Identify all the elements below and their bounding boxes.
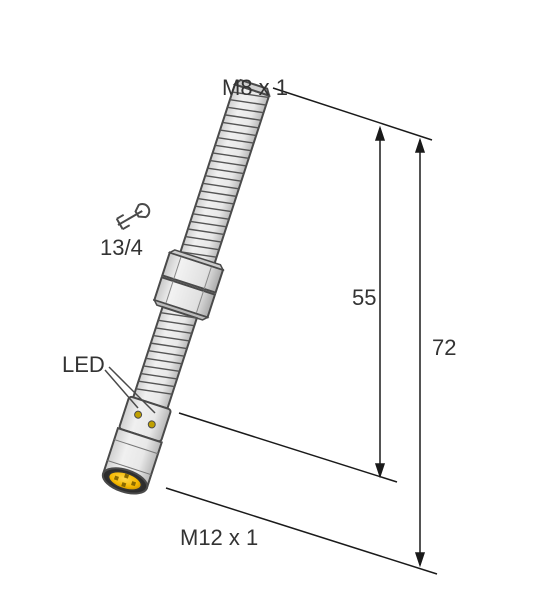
connector-label: M12 x 1 [180, 525, 258, 551]
dimension-lines [166, 88, 437, 574]
thread-top-label: M8 x 1 [222, 75, 288, 101]
wrench-icon [115, 201, 152, 231]
dim-72: 72 [432, 335, 456, 361]
led-label: LED [62, 352, 105, 378]
wrench-label: 13/4 [100, 235, 143, 261]
threaded-section [179, 79, 271, 267]
dim-55: 55 [352, 285, 376, 311]
lower-thread [133, 307, 197, 408]
